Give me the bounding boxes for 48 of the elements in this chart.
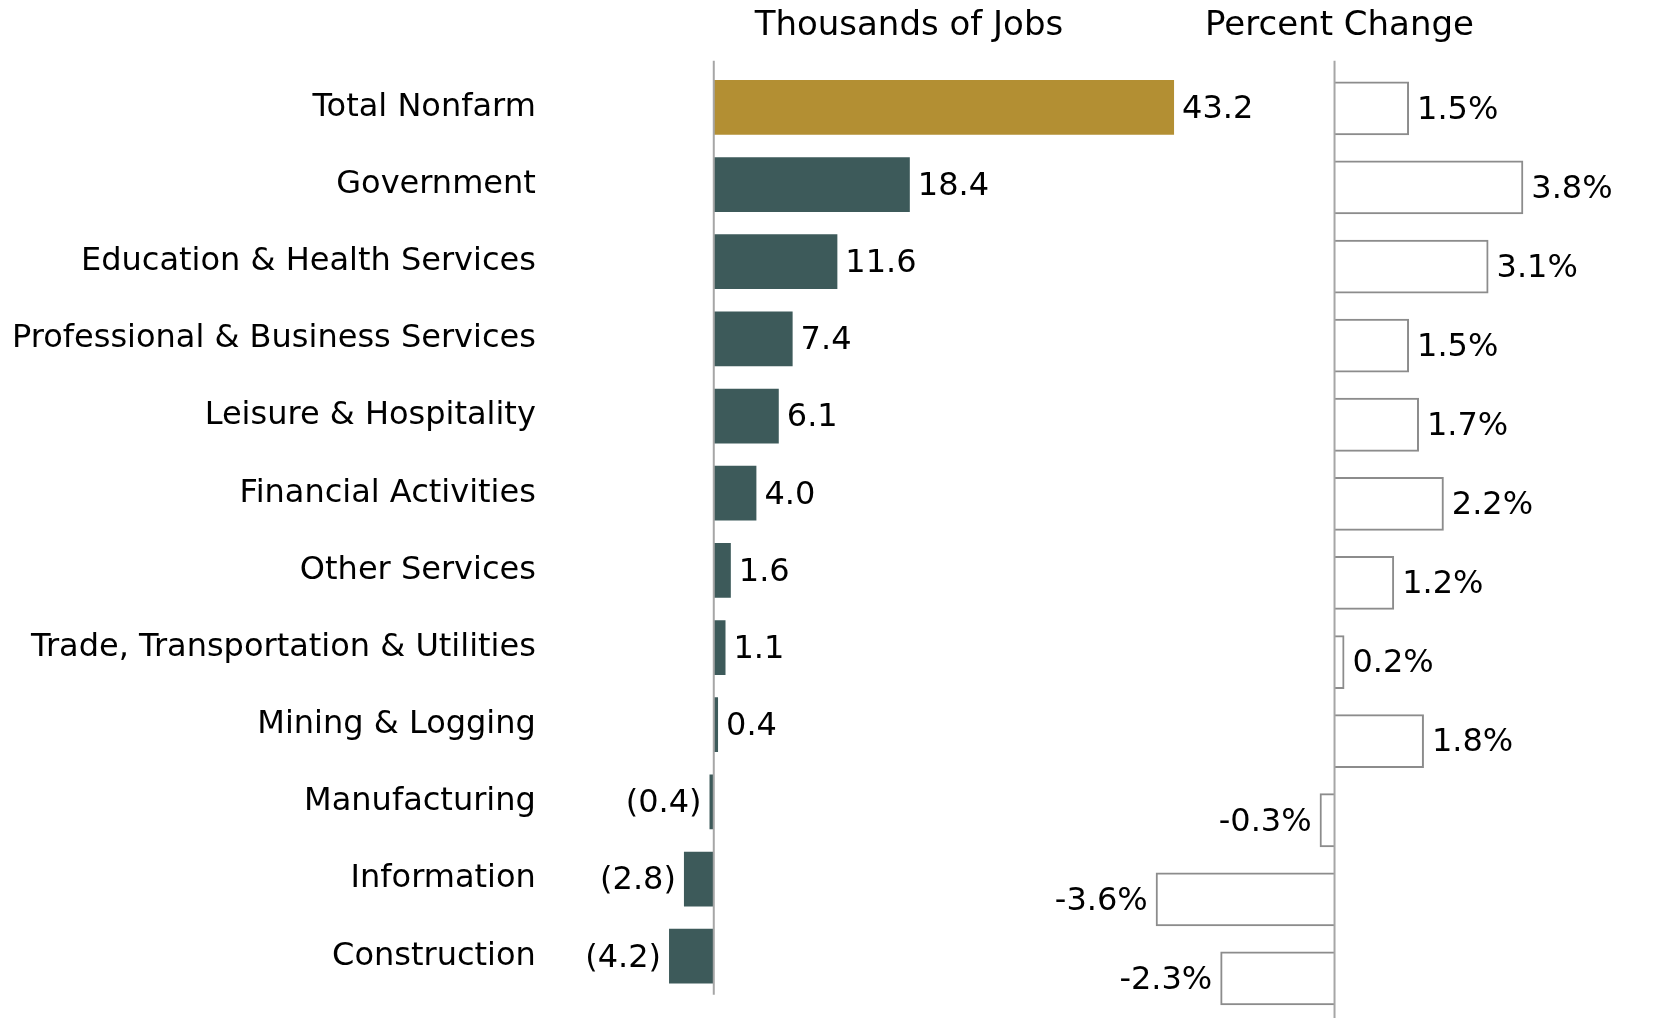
- data-label: 1.5%: [1417, 88, 1499, 127]
- y-tick-label: Manufacturing: [304, 780, 536, 819]
- y-tick-label: Professional & Business Services: [12, 317, 536, 356]
- data-label: 3.8%: [1531, 167, 1613, 206]
- y-tick-label: Government: [336, 162, 536, 201]
- data-label: 11.6: [845, 242, 917, 281]
- bar: [683, 851, 714, 907]
- y-tick-label: Other Services: [299, 548, 536, 587]
- data-label: 18.4: [917, 164, 990, 203]
- bar: [713, 465, 757, 521]
- data-label: 4.0: [764, 473, 816, 512]
- bar: [713, 79, 1175, 135]
- bar: [713, 157, 910, 212]
- y-tick-label: Financial Activities: [239, 471, 536, 510]
- data-label: 0.2%: [1352, 642, 1434, 681]
- data-label: 0.4: [726, 705, 777, 744]
- data-label: 1.2%: [1402, 563, 1484, 602]
- data-label: 1.5%: [1417, 325, 1499, 364]
- data-label: -0.3%: [1218, 800, 1312, 839]
- chart-title: Percent Change: [1205, 3, 1474, 44]
- data-label: 43.2: [1182, 87, 1254, 126]
- data-label: 1.8%: [1431, 721, 1514, 760]
- data-label: (0.4): [625, 782, 702, 821]
- y-tick-label: Total Nonfarm: [311, 85, 536, 124]
- data-label: 1.7%: [1426, 405, 1509, 444]
- data-label: -2.3%: [1119, 958, 1213, 997]
- data-label: -3.6%: [1054, 879, 1148, 918]
- bar: [713, 542, 731, 598]
- data-label: (2.8): [600, 859, 676, 898]
- bar: [713, 234, 838, 290]
- y-tick-label: Mining & Logging: [257, 703, 536, 742]
- data-label: (4.2): [585, 936, 662, 975]
- data-label: 3.1%: [1496, 246, 1578, 285]
- y-tick-label: Leisure & Hospitality: [204, 394, 536, 433]
- bar: [713, 620, 726, 675]
- data-label: 1.6: [738, 550, 790, 589]
- y-tick-label: Trade, Transportation & Utilities: [30, 625, 536, 664]
- data-label: 6.1: [786, 396, 838, 435]
- bar: [713, 311, 793, 367]
- y-tick-label: Education & Health Services: [81, 240, 536, 279]
- y-tick-label: Information: [350, 857, 536, 896]
- bar: [669, 928, 714, 984]
- chart-title: Thousands of Jobs: [753, 3, 1064, 44]
- data-label: 2.2%: [1451, 484, 1534, 523]
- y-tick-label: Construction: [332, 934, 536, 973]
- data-label: 7.4: [800, 319, 852, 358]
- bar: [713, 388, 779, 444]
- data-label: 1.1: [733, 627, 785, 666]
